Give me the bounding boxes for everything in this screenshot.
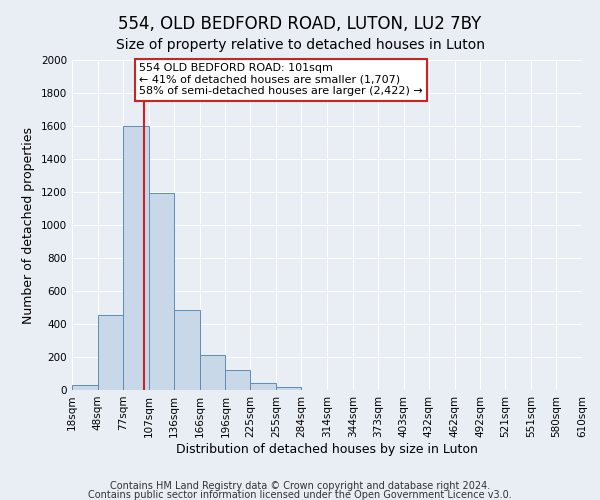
Bar	[149, 193, 173, 390]
Bar	[276, 386, 301, 390]
Bar	[226, 370, 250, 390]
Bar	[72, 385, 98, 390]
X-axis label: Distribution of detached houses by size in Luton: Distribution of detached houses by size …	[176, 442, 478, 456]
Bar	[123, 126, 149, 390]
Bar	[250, 382, 276, 390]
Text: Contains public sector information licensed under the Open Government Licence v3: Contains public sector information licen…	[88, 490, 512, 500]
Bar	[173, 310, 199, 390]
Text: Contains HM Land Registry data © Crown copyright and database right 2024.: Contains HM Land Registry data © Crown c…	[110, 481, 490, 491]
Text: Size of property relative to detached houses in Luton: Size of property relative to detached ho…	[115, 38, 485, 52]
Text: 554 OLD BEDFORD ROAD: 101sqm
← 41% of detached houses are smaller (1,707)
58% of: 554 OLD BEDFORD ROAD: 101sqm ← 41% of de…	[139, 64, 423, 96]
Bar	[98, 315, 123, 390]
Bar	[199, 356, 226, 390]
Text: 554, OLD BEDFORD ROAD, LUTON, LU2 7BY: 554, OLD BEDFORD ROAD, LUTON, LU2 7BY	[118, 15, 482, 33]
Y-axis label: Number of detached properties: Number of detached properties	[22, 126, 35, 324]
